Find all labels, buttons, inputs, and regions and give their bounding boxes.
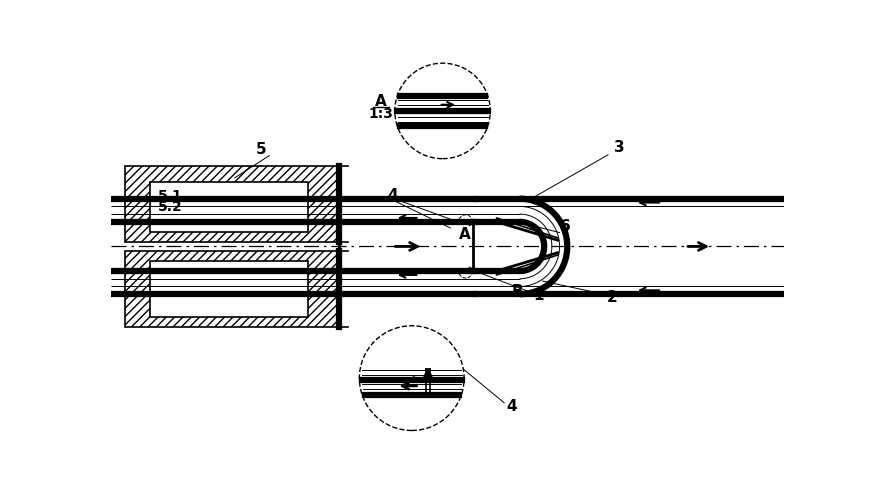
Text: 2: 2 [607,290,617,305]
Text: 6: 6 [560,219,571,234]
Text: 4: 4 [507,399,517,414]
Text: 1:3: 1:3 [369,107,393,121]
Bar [125,251,338,326]
Text: 4: 4 [387,188,398,203]
Bar [150,261,308,317]
Text: B: B [399,330,410,345]
Circle shape [395,63,490,159]
Text: 1: 1 [533,288,544,303]
Circle shape [359,326,464,430]
Text: 5.1: 5.1 [157,189,183,203]
Text: A: A [375,94,387,109]
Text: A: A [459,226,471,242]
Text: 5: 5 [256,142,267,157]
Text: 3: 3 [614,140,625,155]
Text: 5.2: 5.2 [157,200,183,214]
Bar [125,166,338,242]
Text: B: B [511,284,523,299]
Bar [150,182,308,232]
Text: 1:3: 1:3 [392,344,417,357]
